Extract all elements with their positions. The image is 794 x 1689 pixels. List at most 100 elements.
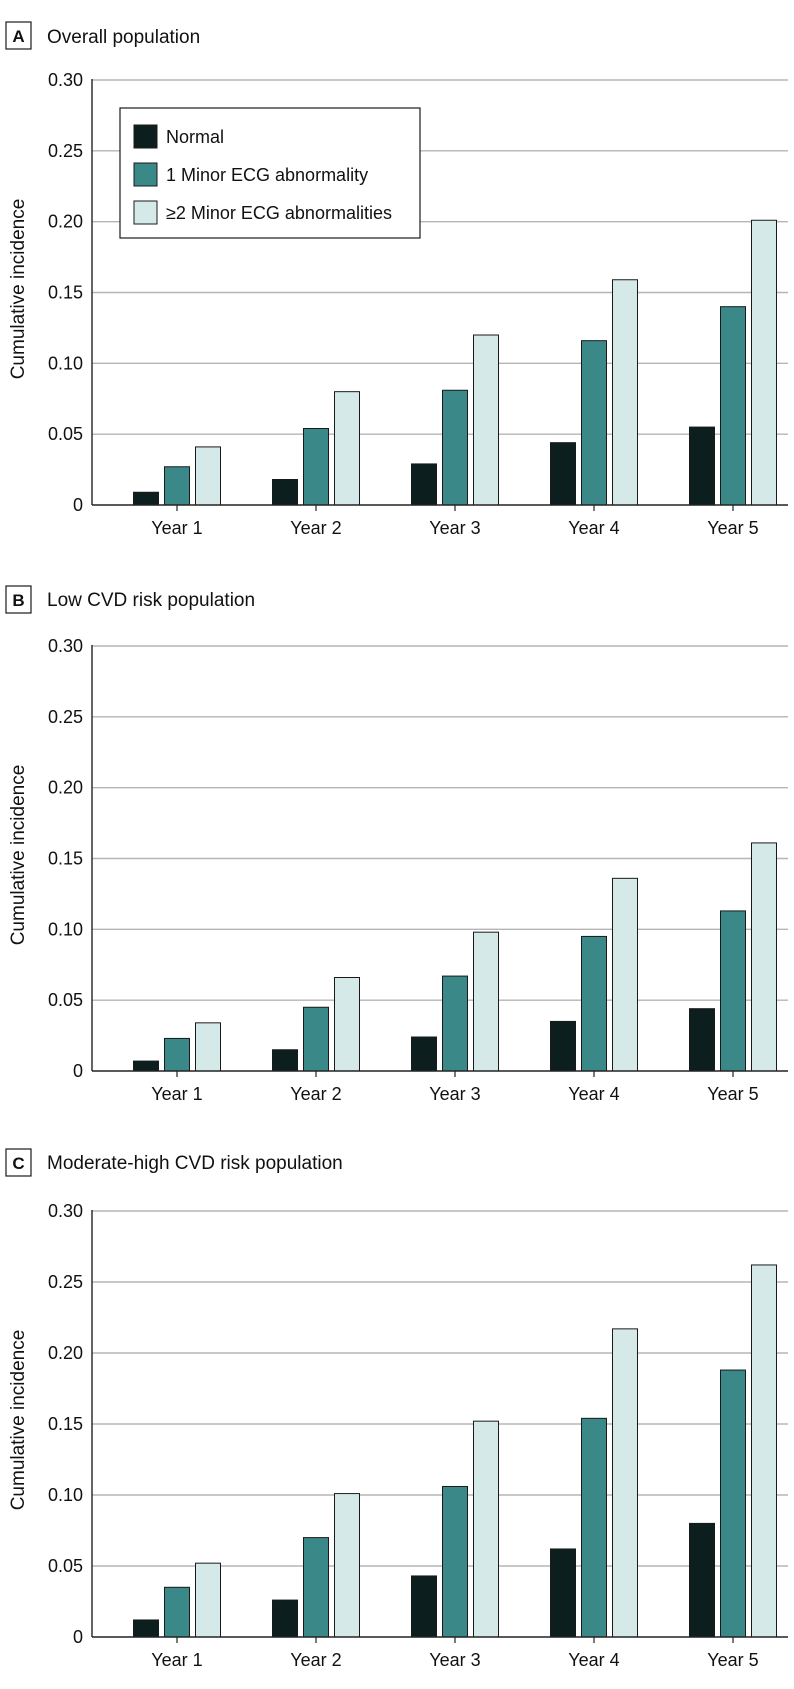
panel-a-y-axis-label: Cumulative incidence bbox=[8, 199, 29, 380]
panel-a-bar-minor2-year-2 bbox=[334, 391, 360, 506]
panel-b-bar-minor1-year-3 bbox=[442, 975, 468, 1072]
panel-b-y-axis-label: Cumulative incidence bbox=[8, 765, 29, 946]
legend-label-normal: Normal bbox=[166, 127, 224, 147]
legend: Normal 1 Minor ECG abnormality ≥2 Minor … bbox=[119, 107, 421, 239]
panel-a-y-tick-label: 0.15 bbox=[48, 283, 83, 303]
panel-a-bar-normal-year-2 bbox=[272, 479, 298, 506]
panel-c-label: C bbox=[12, 1154, 24, 1173]
panel-a-plot: 0 0.05 0.10 0.15 0.20 0.25 0.30 Year 1 Year 2 Yea… bbox=[48, 70, 788, 538]
panel-c-y-tick-label: 0.25 bbox=[48, 1272, 83, 1292]
panel-a-y-tick-label: 0 bbox=[73, 495, 83, 515]
panel-a-bar-minor2-year-5 bbox=[751, 219, 777, 506]
panel-a-bar-minor1-year-4 bbox=[581, 340, 607, 506]
panel-a-x-tick-label: Year 4 bbox=[568, 518, 619, 538]
panel-c-bar-normal-year-1 bbox=[133, 1619, 159, 1638]
panel-c-x-tick-label: Year 5 bbox=[707, 1650, 758, 1670]
panel-b-y-tick-label: 0.20 bbox=[48, 778, 83, 798]
panel-b-y-tick-label: 0.25 bbox=[48, 707, 83, 727]
panel-b-bar-normal-year-4 bbox=[550, 1020, 576, 1072]
panel-c-bar-minor2-year-3 bbox=[473, 1420, 499, 1638]
panel-a-bar-normal-year-4 bbox=[550, 442, 576, 506]
panel-b-x-tick-label: Year 5 bbox=[707, 1084, 758, 1104]
panel-c-bar-minor1-year-1 bbox=[164, 1586, 190, 1638]
panel-a-bar-minor1-year-2 bbox=[303, 428, 329, 506]
panel-c-bar-minor1-year-2 bbox=[303, 1537, 329, 1638]
panel-c-bar-minor2-year-1 bbox=[195, 1562, 221, 1638]
panel-c-x-tick-label: Year 4 bbox=[568, 1650, 619, 1670]
panel-c-bar-minor2-year-2 bbox=[334, 1493, 360, 1638]
panel-b-label-box bbox=[5, 585, 32, 614]
panel-c-bar-minor1-year-5 bbox=[720, 1369, 746, 1638]
panel-c-x-tick-label: Year 3 bbox=[429, 1650, 480, 1670]
panel-a-y-tick-label: 0.05 bbox=[48, 424, 83, 444]
panel-b-x-tick-label: Year 3 bbox=[429, 1084, 480, 1104]
legend-swatch-normal bbox=[133, 124, 158, 149]
panel-b-x-tick-label: Year 2 bbox=[290, 1084, 341, 1104]
panel-a-bar-minor2-year-3 bbox=[473, 334, 499, 506]
panel-b-bar-minor1-year-4 bbox=[581, 935, 607, 1072]
panel-c-y-tick-label: 0.20 bbox=[48, 1343, 83, 1363]
panel-a-label: A bbox=[12, 27, 24, 46]
panel-c-label-box bbox=[5, 1148, 32, 1177]
panel-b-bar-minor2-year-3 bbox=[473, 931, 499, 1072]
panel-a-bar-minor1-year-5 bbox=[720, 306, 746, 506]
panel-b-plot: 0 0.05 0.10 0.15 0.20 0.25 0.30 Year 1 Year 2 Yea… bbox=[48, 636, 788, 1104]
panel-b-y-tick-label: 0 bbox=[73, 1061, 83, 1081]
panel-a-bar-minor1-year-1 bbox=[164, 466, 190, 506]
panel-c-y-axis-label: Cumulative incidence bbox=[8, 1330, 29, 1511]
panel-b-x-tick-label: Year 1 bbox=[151, 1084, 202, 1104]
panel-a-bar-normal-year-3 bbox=[411, 463, 437, 506]
panel-c-x-tick-label: Year 1 bbox=[151, 1650, 202, 1670]
panel-c-bar-normal-year-5 bbox=[689, 1522, 715, 1638]
panel-b-y-tick-label: 0.10 bbox=[48, 919, 83, 939]
panel-b-bar-normal-year-5 bbox=[689, 1008, 715, 1072]
panel-a-title: Overall population bbox=[47, 27, 200, 48]
panel-c-bar-minor2-year-4 bbox=[612, 1328, 638, 1638]
panel-c-bar-minor1-year-4 bbox=[581, 1417, 607, 1638]
panel-a-bar-minor2-year-1 bbox=[195, 446, 221, 506]
panel-b-bar-minor1-year-2 bbox=[303, 1006, 329, 1072]
panel-a-bar-normal-year-5 bbox=[689, 426, 715, 506]
panel-c: C Moderate-high CVD risk population Cumu… bbox=[5, 1148, 788, 1670]
panel-a-x-tick-label: Year 1 bbox=[151, 518, 202, 538]
panel-a-label-box bbox=[5, 21, 32, 50]
panel-c-bar-minor1-year-3 bbox=[442, 1485, 468, 1638]
legend-swatch-minor2 bbox=[133, 200, 158, 225]
legend-box bbox=[119, 107, 421, 239]
panel-c-bar-normal-year-2 bbox=[272, 1599, 298, 1638]
panel-c-plot: 0 0.05 0.10 0.15 0.20 0.25 0.30 Year 1 Year 2 Yea… bbox=[48, 1201, 788, 1670]
panel-a-x-tick-label: Year 3 bbox=[429, 518, 480, 538]
panel-a-y-tick-label: 0.20 bbox=[48, 212, 83, 232]
panel-b-bar-minor1-year-5 bbox=[720, 910, 746, 1072]
panel-b-bar-minor2-year-4 bbox=[612, 877, 638, 1072]
panel-c-y-tick-label: 0.05 bbox=[48, 1556, 83, 1576]
panel-b-y-tick-label: 0.05 bbox=[48, 990, 83, 1010]
panel-a: A Overall population Cumulative incidenc… bbox=[5, 21, 788, 538]
panel-a-y-tick-label: 0.10 bbox=[48, 353, 83, 373]
panel-b-bar-minor1-year-1 bbox=[164, 1037, 190, 1072]
panel-c-bar-minor2-year-5 bbox=[751, 1264, 777, 1638]
panel-c-y-tick-label: 0.15 bbox=[48, 1414, 83, 1434]
panel-a-bar-minor1-year-3 bbox=[442, 389, 468, 506]
panel-a-x-tick-label: Year 5 bbox=[707, 518, 758, 538]
panel-b-bar-normal-year-2 bbox=[272, 1049, 298, 1072]
panel-b-bar-normal-year-3 bbox=[411, 1036, 437, 1072]
panel-b-bar-minor2-year-2 bbox=[334, 977, 360, 1072]
panel-b-bar-normal-year-1 bbox=[133, 1060, 159, 1072]
panel-c-bar-normal-year-4 bbox=[550, 1548, 576, 1638]
legend-swatch-minor1 bbox=[133, 162, 158, 187]
panel-c-x-tick-label: Year 2 bbox=[290, 1650, 341, 1670]
panel-b-y-tick-label: 0.15 bbox=[48, 849, 83, 869]
panel-a-x-tick-label: Year 2 bbox=[290, 518, 341, 538]
panel-a-bar-normal-year-1 bbox=[133, 491, 159, 506]
panel-c-y-tick-label: 0 bbox=[73, 1627, 83, 1647]
panel-b-title: Low CVD risk population bbox=[47, 590, 255, 611]
legend-label-minor2: ≥2 Minor ECG abnormalities bbox=[166, 203, 392, 223]
panel-c-bar-normal-year-3 bbox=[411, 1575, 437, 1638]
panel-c-title: Moderate-high CVD risk population bbox=[47, 1153, 343, 1174]
panel-c-y-tick-label: 0.10 bbox=[48, 1485, 83, 1505]
panel-a-y-tick-label: 0.25 bbox=[48, 141, 83, 161]
panel-b-y-tick-label: 0.30 bbox=[48, 636, 83, 656]
panel-b-bar-minor2-year-1 bbox=[195, 1022, 221, 1072]
